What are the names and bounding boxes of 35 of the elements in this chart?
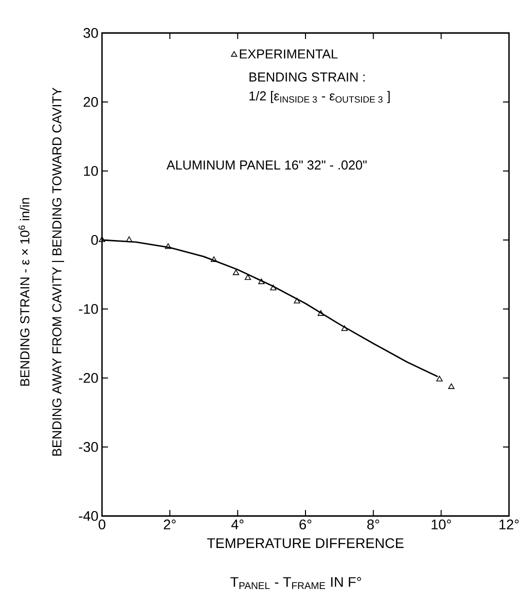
point	[164, 243, 172, 249]
x-axis-title: TEMPERATURE DIFFERENCE	[207, 538, 404, 548]
point	[258, 278, 265, 284]
y-tick-label: 20	[84, 97, 98, 107]
point	[126, 236, 132, 242]
y-tick-label: -10	[78, 304, 98, 314]
point	[244, 274, 252, 280]
annotation: BENDING STRAIN :	[250, 72, 365, 82]
x-tick-label: 8°	[367, 520, 380, 530]
y-tick-label: 10	[84, 166, 98, 176]
y-tick-label: -20	[78, 373, 98, 383]
point	[210, 256, 218, 262]
x-tick-label: 4°	[231, 520, 244, 530]
x-tick-label: 2°	[164, 520, 176, 530]
point	[98, 236, 106, 242]
legend-label: EXPERIMENTAL	[240, 50, 338, 58]
point	[448, 383, 454, 389]
y-tick-label: 0	[91, 235, 98, 245]
point	[232, 270, 240, 276]
x-tick-label: 10°	[432, 520, 451, 530]
point	[294, 298, 300, 304]
y-axis-title: BENDING STRAIN - ε × 10$^{6}$ in/in	[18, 198, 30, 386]
x-tick-label: 6°	[300, 520, 312, 530]
y-tick-label: -30	[78, 442, 98, 452]
text: BENDING AWAY FROM CAVITY | BENDING TOWARD CAVITY	[52, 88, 64, 456]
point	[341, 325, 348, 331]
x-tick-label: 12°	[500, 520, 519, 530]
annotation: ALUMINUM PANEL 16" 32" - .020"	[166, 160, 367, 170]
point	[318, 310, 324, 316]
y-tick-label: 30	[83, 28, 98, 38]
text: T$_{PANEL}$ - T$_{FRAME}$ IN F°	[230, 577, 361, 589]
y-tick-label: -40	[78, 511, 98, 521]
x-tick-label: 0	[98, 520, 106, 530]
annotation: 1/2 [ε$_{INSIDE 3}$ - ε$_{OUTSIDE 3}$ ]	[250, 90, 390, 104]
point	[270, 284, 276, 290]
